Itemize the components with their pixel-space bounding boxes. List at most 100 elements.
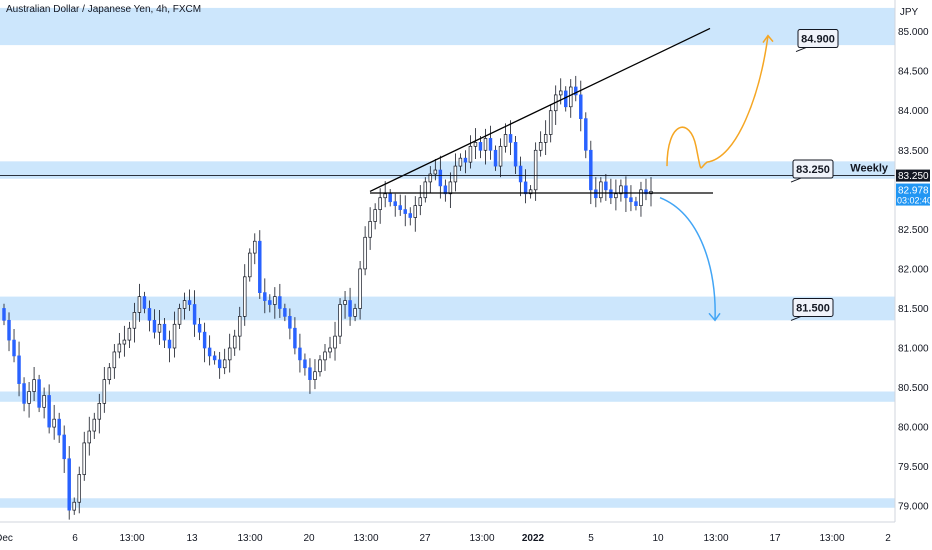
weekly-price-tag-text: 83.250 bbox=[898, 171, 929, 182]
candle-body bbox=[258, 240, 262, 293]
candle bbox=[624, 176, 628, 212]
candle bbox=[152, 309, 157, 339]
candle bbox=[398, 194, 402, 216]
candle-body bbox=[423, 181, 428, 199]
candle bbox=[513, 136, 518, 174]
callout-pointer bbox=[790, 177, 802, 183]
candle-body bbox=[268, 300, 272, 305]
current-price-value: 82.978 bbox=[898, 186, 929, 197]
candle bbox=[458, 153, 463, 171]
candle-body bbox=[147, 308, 152, 321]
candle bbox=[368, 207, 372, 250]
price-axis[interactable]: 85.00084.50084.00083.50083.00082.50082.0… bbox=[894, 0, 932, 522]
currency-label[interactable]: JPY bbox=[900, 7, 919, 18]
candle bbox=[619, 179, 623, 202]
candle-body bbox=[182, 300, 187, 309]
candle-body bbox=[263, 292, 267, 301]
y-tick-label: 84.500 bbox=[898, 67, 929, 78]
time-axis[interactable]: Dec 6 13:00 13 13:00 20 13:00 27 13:00 2022 5 10 13:… bbox=[0, 521, 895, 544]
callout-label: 84.900 bbox=[801, 34, 835, 46]
candle-body bbox=[483, 138, 488, 151]
candle-body bbox=[343, 300, 347, 305]
candle-body bbox=[273, 296, 277, 305]
candle bbox=[32, 366, 36, 401]
candle bbox=[2, 303, 6, 326]
candle-body bbox=[599, 181, 603, 199]
candle-body bbox=[453, 165, 458, 183]
x-tick-label: 10 bbox=[652, 533, 664, 544]
candle-body bbox=[503, 134, 508, 147]
candle-body bbox=[338, 304, 342, 337]
candle-body bbox=[538, 142, 543, 151]
candle bbox=[478, 136, 483, 159]
candle-body bbox=[152, 319, 157, 333]
candle bbox=[553, 85, 558, 125]
x-tick-label: 13:00 bbox=[237, 533, 262, 544]
candle bbox=[604, 174, 608, 201]
candle-body bbox=[92, 418, 97, 432]
candle-body bbox=[393, 201, 397, 206]
candle-body bbox=[22, 383, 26, 404]
candle bbox=[197, 317, 202, 341]
candle-body bbox=[508, 134, 513, 143]
candle-body bbox=[523, 181, 528, 195]
candles-layer bbox=[2, 75, 653, 520]
candle bbox=[564, 86, 568, 112]
candle-body bbox=[533, 149, 538, 191]
candle-body bbox=[57, 418, 61, 436]
candle bbox=[212, 351, 217, 365]
candle-body bbox=[62, 434, 66, 460]
candle bbox=[177, 303, 182, 330]
current-price-tag-bg bbox=[896, 183, 930, 206]
candle bbox=[644, 178, 648, 201]
y-tick-label: 82.500 bbox=[898, 225, 929, 236]
candle-body bbox=[172, 323, 177, 349]
candle-body bbox=[227, 347, 232, 361]
candle bbox=[313, 359, 317, 390]
candle-body bbox=[303, 359, 307, 369]
candle-body bbox=[243, 276, 247, 317]
candle-body bbox=[558, 90, 563, 96]
candle bbox=[97, 393, 102, 434]
candle-body bbox=[27, 391, 31, 404]
candle bbox=[217, 351, 222, 379]
candle bbox=[448, 172, 453, 209]
candle-body bbox=[177, 308, 182, 325]
candle-body bbox=[428, 173, 433, 183]
x-tick-label: 2 bbox=[885, 533, 891, 544]
candle bbox=[343, 291, 347, 319]
candle bbox=[528, 185, 533, 199]
y-tick-label: 83.500 bbox=[898, 146, 929, 157]
candle bbox=[293, 317, 297, 355]
candle bbox=[574, 75, 578, 102]
candle bbox=[92, 412, 97, 439]
candle bbox=[378, 188, 382, 224]
ascending-trendline bbox=[369, 27, 711, 192]
candle bbox=[157, 310, 162, 345]
candle-body bbox=[569, 86, 573, 108]
candle-body bbox=[548, 110, 553, 135]
zone-resistance-84900 bbox=[0, 7, 895, 46]
candle-body bbox=[408, 213, 412, 218]
candle bbox=[172, 311, 177, 358]
candle bbox=[283, 303, 287, 322]
zone-support-81500 bbox=[0, 296, 895, 321]
candle bbox=[338, 298, 342, 345]
candle-body bbox=[609, 189, 613, 199]
candle bbox=[187, 289, 192, 311]
down-scenario-arrowhead bbox=[708, 312, 721, 322]
candle bbox=[303, 353, 307, 376]
candle bbox=[473, 128, 478, 159]
x-tick-label: 2022 bbox=[522, 533, 545, 544]
zones-layer bbox=[0, 7, 895, 508]
candle-body bbox=[528, 189, 533, 195]
candle-body bbox=[328, 347, 332, 353]
candle bbox=[594, 177, 598, 208]
candle-body bbox=[438, 169, 443, 187]
candle bbox=[232, 329, 237, 356]
candle bbox=[278, 283, 282, 318]
candle bbox=[67, 446, 71, 520]
candle-body bbox=[584, 118, 588, 151]
